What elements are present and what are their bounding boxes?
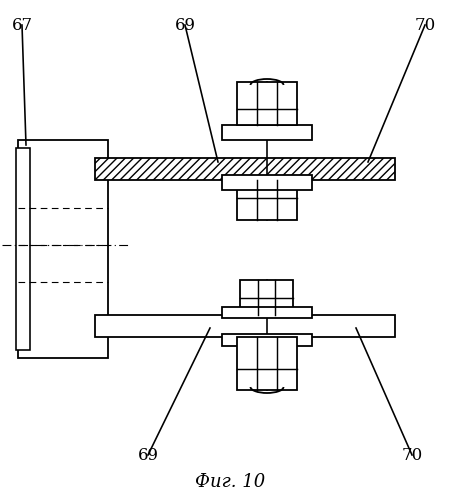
Text: Фиг. 10: Фиг. 10 — [195, 473, 265, 491]
Bar — [95, 158, 395, 180]
Bar — [95, 315, 395, 337]
Bar — [237, 82, 297, 125]
Bar — [222, 334, 312, 346]
Bar — [237, 180, 297, 220]
Bar — [16, 148, 30, 350]
Bar — [237, 337, 297, 390]
Bar — [222, 125, 312, 140]
Text: 70: 70 — [402, 447, 423, 464]
Bar — [240, 280, 293, 315]
Text: 69: 69 — [175, 16, 195, 33]
Bar — [18, 140, 108, 358]
Text: 69: 69 — [137, 447, 159, 464]
Text: 70: 70 — [414, 16, 436, 33]
Bar — [222, 307, 312, 318]
Bar — [222, 175, 312, 190]
Text: 67: 67 — [12, 16, 33, 33]
